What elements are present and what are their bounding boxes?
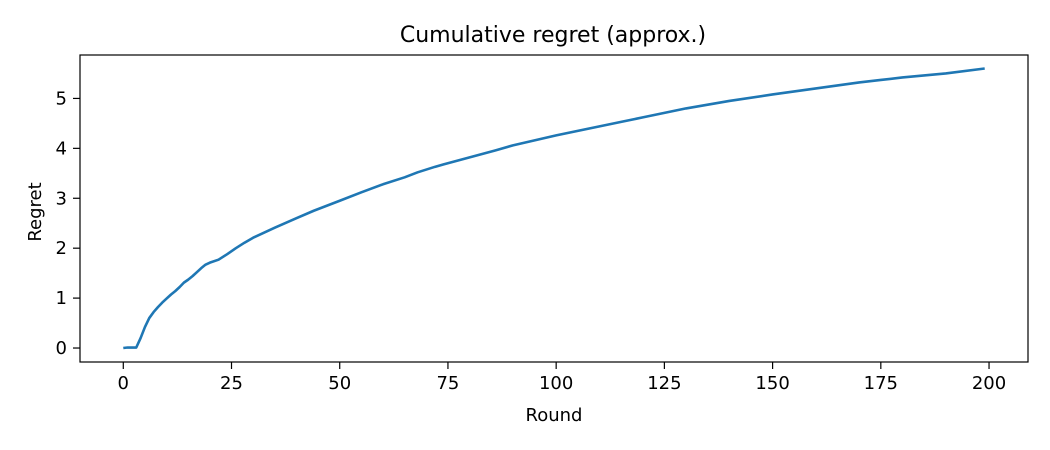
y-tick-label: 2: [56, 238, 67, 259]
y-axis: 0 1 2 3 4 5: [56, 88, 80, 359]
y-tick-label: 3: [56, 188, 67, 209]
x-axis-label: Round: [526, 405, 583, 426]
x-tick-label: 100: [539, 373, 573, 394]
x-tick-label: 200: [972, 373, 1006, 394]
y-axis-label: Regret: [25, 182, 46, 241]
y-tick-label: 4: [56, 138, 67, 159]
y-tick-label: 5: [56, 88, 67, 109]
series-layer: [123, 67, 985, 350]
chart-title: Cumulative regret (approx.): [400, 23, 706, 48]
x-tick-label: 125: [647, 373, 681, 394]
x-tick-label: 150: [755, 373, 789, 394]
x-tick-label: 50: [328, 373, 351, 394]
x-axis: 0 25 50 75 100 125 150 175 200: [118, 362, 1006, 394]
x-tick-label: 25: [220, 373, 243, 394]
x-tick-label: 75: [436, 373, 459, 394]
x-tick-label: 175: [864, 373, 898, 394]
y-tick-label: 1: [56, 288, 67, 309]
plot-area: [79, 54, 1029, 363]
plot-background: [80, 55, 1028, 362]
x-tick-label: 0: [118, 373, 129, 394]
plot-frame: [79, 54, 1029, 363]
y-tick-label: 0: [56, 338, 67, 359]
regret-series-line: [123, 67, 985, 350]
